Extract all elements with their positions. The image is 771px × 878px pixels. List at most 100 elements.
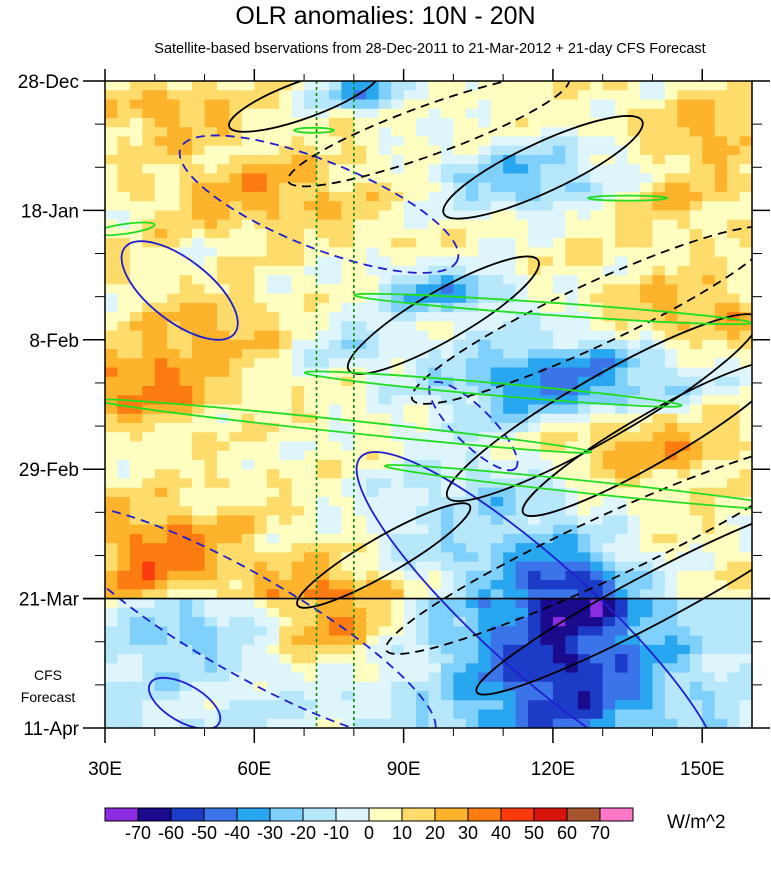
heatmap-cell xyxy=(304,339,318,350)
heatmap-cell xyxy=(304,598,318,609)
heatmap-cell xyxy=(403,219,417,230)
mjo-contour-group xyxy=(148,676,222,728)
heatmap-cell xyxy=(353,691,367,701)
heatmap-cell xyxy=(577,358,591,369)
heatmap-cell xyxy=(465,617,479,627)
heatmap-cell xyxy=(478,228,492,239)
heatmap-cell xyxy=(391,441,405,452)
heatmap-cell xyxy=(403,108,417,119)
heatmap-cell xyxy=(627,265,641,276)
heatmap-cell xyxy=(117,404,131,415)
heatmap-cell xyxy=(204,339,218,350)
heatmap-cell xyxy=(291,561,305,572)
heatmap-cell xyxy=(627,580,641,590)
heatmap-cell xyxy=(304,275,318,285)
heatmap-cell xyxy=(204,663,218,674)
heatmap-cell xyxy=(664,117,678,128)
heatmap-cell xyxy=(490,275,504,285)
heatmap-cell xyxy=(640,543,654,553)
heatmap-cell xyxy=(440,543,454,553)
heatmap-cell xyxy=(105,210,119,221)
heatmap-cell xyxy=(478,607,492,618)
heatmap-cell xyxy=(216,210,231,221)
heatmap-cell xyxy=(416,228,430,239)
heatmap-cell xyxy=(328,182,342,193)
heatmap-cell xyxy=(714,265,728,276)
heatmap-cell xyxy=(229,210,243,221)
heatmap-cell xyxy=(702,543,716,553)
heatmap-cell xyxy=(677,552,691,563)
heatmap-cell xyxy=(291,191,305,202)
heatmap-cell xyxy=(378,293,392,304)
heatmap-cell xyxy=(366,570,380,581)
heatmap-cell xyxy=(316,191,330,202)
heatmap-cell xyxy=(677,478,691,489)
heatmap-cell xyxy=(254,617,268,627)
heatmap-cell xyxy=(179,330,193,341)
heatmap-cell xyxy=(328,349,342,359)
heatmap-cell xyxy=(552,164,566,175)
mjo-contour-group xyxy=(120,240,239,341)
heatmap-cell xyxy=(167,478,181,489)
heatmap-cell xyxy=(615,256,629,267)
heatmap-cell xyxy=(465,496,479,507)
heatmap-cell xyxy=(440,691,454,701)
heatmap-cell xyxy=(677,718,691,728)
heatmap-cell xyxy=(167,164,181,175)
heatmap-cell xyxy=(328,330,342,341)
heatmap-cell xyxy=(266,238,280,248)
heatmap-cell xyxy=(652,589,666,600)
heatmap-cell xyxy=(552,108,566,119)
heatmap-cell xyxy=(478,644,492,655)
heatmap-cell xyxy=(341,635,355,646)
heatmap-cell xyxy=(590,164,604,175)
heatmap-cell xyxy=(615,552,629,563)
heatmap-cell xyxy=(652,524,666,535)
heatmap-cell xyxy=(366,99,380,110)
heatmap-cell xyxy=(677,496,691,507)
heatmap-cell xyxy=(129,524,143,535)
heatmap-cell xyxy=(702,700,716,711)
heatmap-cell xyxy=(129,700,143,711)
heatmap-cell xyxy=(503,108,517,119)
heatmap-cell xyxy=(105,228,119,239)
heatmap-cell xyxy=(328,691,342,701)
heatmap-cell xyxy=(366,515,380,526)
heatmap-cell xyxy=(291,228,305,239)
heatmap-cell xyxy=(391,681,405,692)
heatmap-cell xyxy=(677,598,691,609)
heatmap-cell xyxy=(316,450,330,461)
heatmap-cell xyxy=(552,654,566,664)
heatmap-cell xyxy=(316,330,330,341)
heatmap-cell xyxy=(652,339,666,350)
heatmap-cell xyxy=(590,219,604,230)
heatmap-cell xyxy=(241,413,255,424)
heatmap-cell xyxy=(478,570,492,581)
heatmap-cell xyxy=(229,265,243,276)
heatmap-cell xyxy=(702,478,716,489)
heatmap-cell xyxy=(440,422,454,433)
heatmap-cell xyxy=(440,709,454,720)
heatmap-cell xyxy=(565,127,579,138)
heatmap-cell xyxy=(304,691,318,701)
heatmap-cell xyxy=(216,709,231,720)
heatmap-cell xyxy=(453,90,467,101)
heatmap-cell xyxy=(154,496,168,507)
heatmap-cell xyxy=(291,515,305,526)
heatmap-cell xyxy=(727,173,741,184)
heatmap-cell xyxy=(216,635,231,646)
heatmap-cell xyxy=(652,506,666,517)
heatmap-cell xyxy=(142,718,156,728)
heatmap-cell xyxy=(540,108,554,119)
heatmap-cell xyxy=(105,302,119,313)
heatmap-cell xyxy=(192,219,206,230)
heatmap-cell xyxy=(403,145,417,156)
heatmap-cell xyxy=(304,191,318,202)
heatmap-cell xyxy=(254,598,268,609)
heatmap-cell xyxy=(266,145,280,156)
heatmap-cell xyxy=(179,108,193,119)
heatmap-cell xyxy=(714,302,728,313)
heatmap-cell xyxy=(565,718,579,728)
heatmap-cell xyxy=(316,580,330,590)
heatmap-cell xyxy=(689,654,703,664)
